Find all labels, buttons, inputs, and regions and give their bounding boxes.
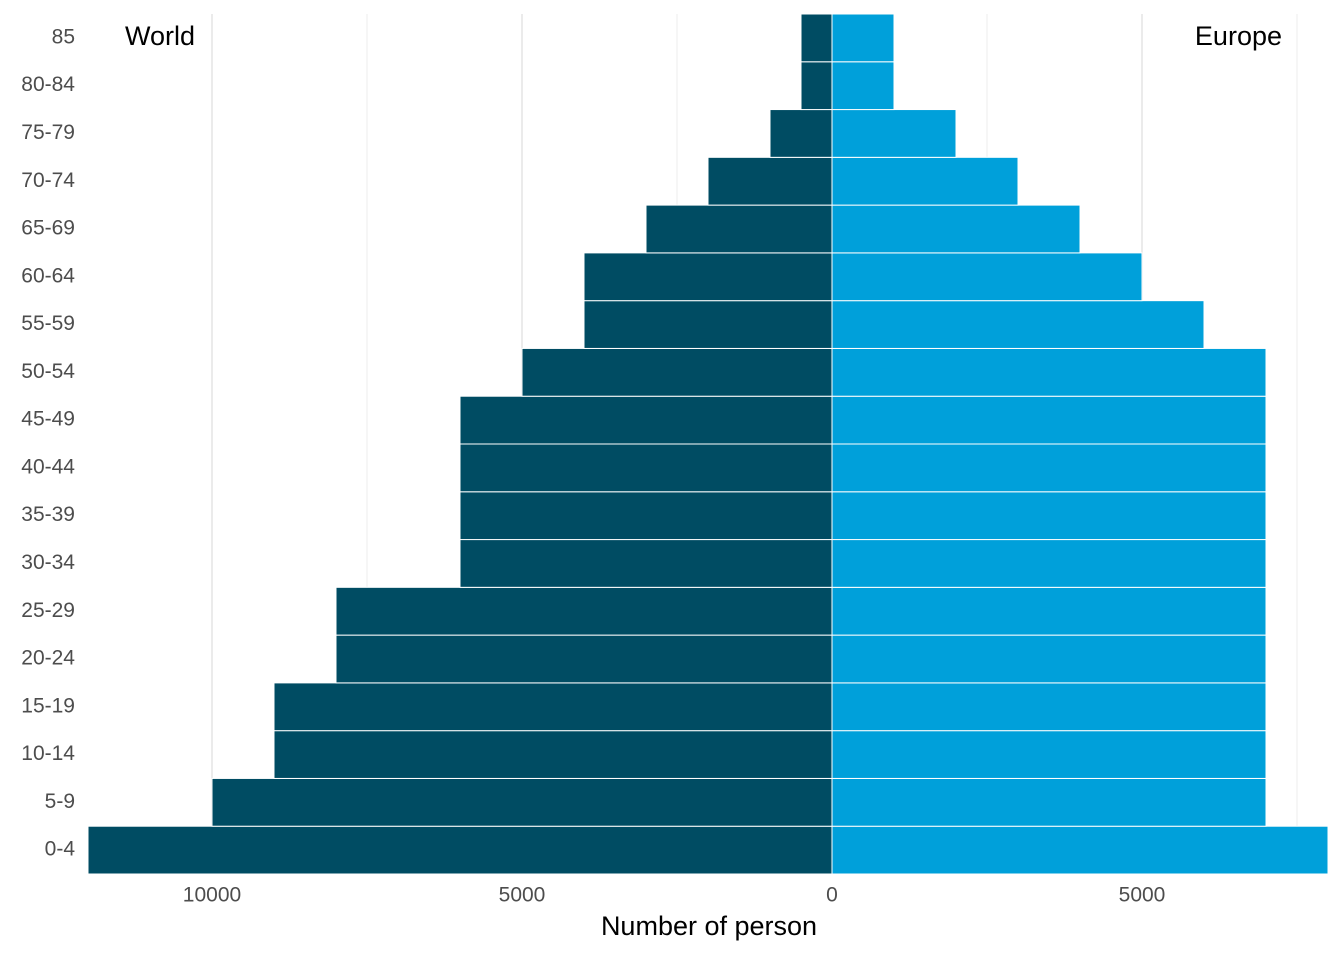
y-tick-label: 15-19 [21, 694, 75, 717]
bar [211, 777, 833, 827]
bar [831, 252, 1143, 302]
bar [831, 634, 1267, 684]
y-tick-label: 85 [52, 25, 75, 48]
bar [831, 443, 1267, 493]
series-label: World [125, 21, 195, 51]
bar [521, 347, 833, 397]
bar [335, 634, 833, 684]
bar [831, 777, 1267, 827]
x-tick-label: 5000 [1119, 884, 1166, 907]
bar [831, 395, 1267, 445]
bar [831, 730, 1267, 779]
bar [273, 730, 833, 779]
y-tick-label: 70-74 [21, 169, 75, 192]
bar [459, 539, 833, 588]
x-tick-label: 10000 [183, 884, 241, 907]
bar [831, 586, 1267, 636]
y-tick-label: 55-59 [21, 312, 75, 335]
bar [769, 109, 833, 158]
y-tick-label: 65-69 [21, 217, 75, 240]
y-tick-label: 25-29 [21, 599, 75, 622]
bar [831, 825, 1329, 875]
bar [831, 491, 1267, 541]
bar [273, 682, 833, 732]
bar [831, 13, 895, 63]
bar [831, 109, 957, 158]
x-tick-label: 0 [826, 884, 838, 907]
bar [459, 395, 833, 445]
bar [645, 204, 833, 254]
y-tick-label: 60-64 [21, 264, 75, 287]
bar [831, 300, 1205, 349]
x-axis-label: Number of person [601, 911, 817, 941]
y-tick-label: 10-14 [21, 742, 75, 765]
bar [831, 682, 1267, 732]
y-tick-label: 35-39 [21, 503, 75, 526]
bar [800, 13, 833, 63]
bar [583, 252, 833, 302]
y-tick-label: 50-54 [21, 360, 75, 383]
y-tick-label: 45-49 [21, 408, 75, 431]
bar [459, 443, 833, 493]
y-tick-label: 20-24 [21, 647, 75, 670]
y-tick-label: 40-44 [21, 455, 75, 478]
bar [87, 825, 833, 875]
y-tick-label: 0-4 [45, 838, 76, 861]
bar [583, 300, 833, 349]
series-label: Europe [1195, 21, 1282, 51]
bar [459, 491, 833, 541]
bar [800, 61, 833, 111]
bar [831, 156, 1019, 206]
bar [707, 156, 833, 206]
bar [335, 586, 833, 636]
bar [831, 61, 895, 111]
y-tick-label: 5-9 [45, 790, 75, 813]
y-tick-label: 75-79 [21, 121, 75, 144]
bar [831, 204, 1081, 254]
x-tick-label: 5000 [499, 884, 546, 907]
y-tick-label: 80-84 [21, 73, 75, 96]
bar [831, 539, 1267, 588]
y-tick-label: 30-34 [21, 551, 75, 574]
bar [831, 347, 1267, 397]
